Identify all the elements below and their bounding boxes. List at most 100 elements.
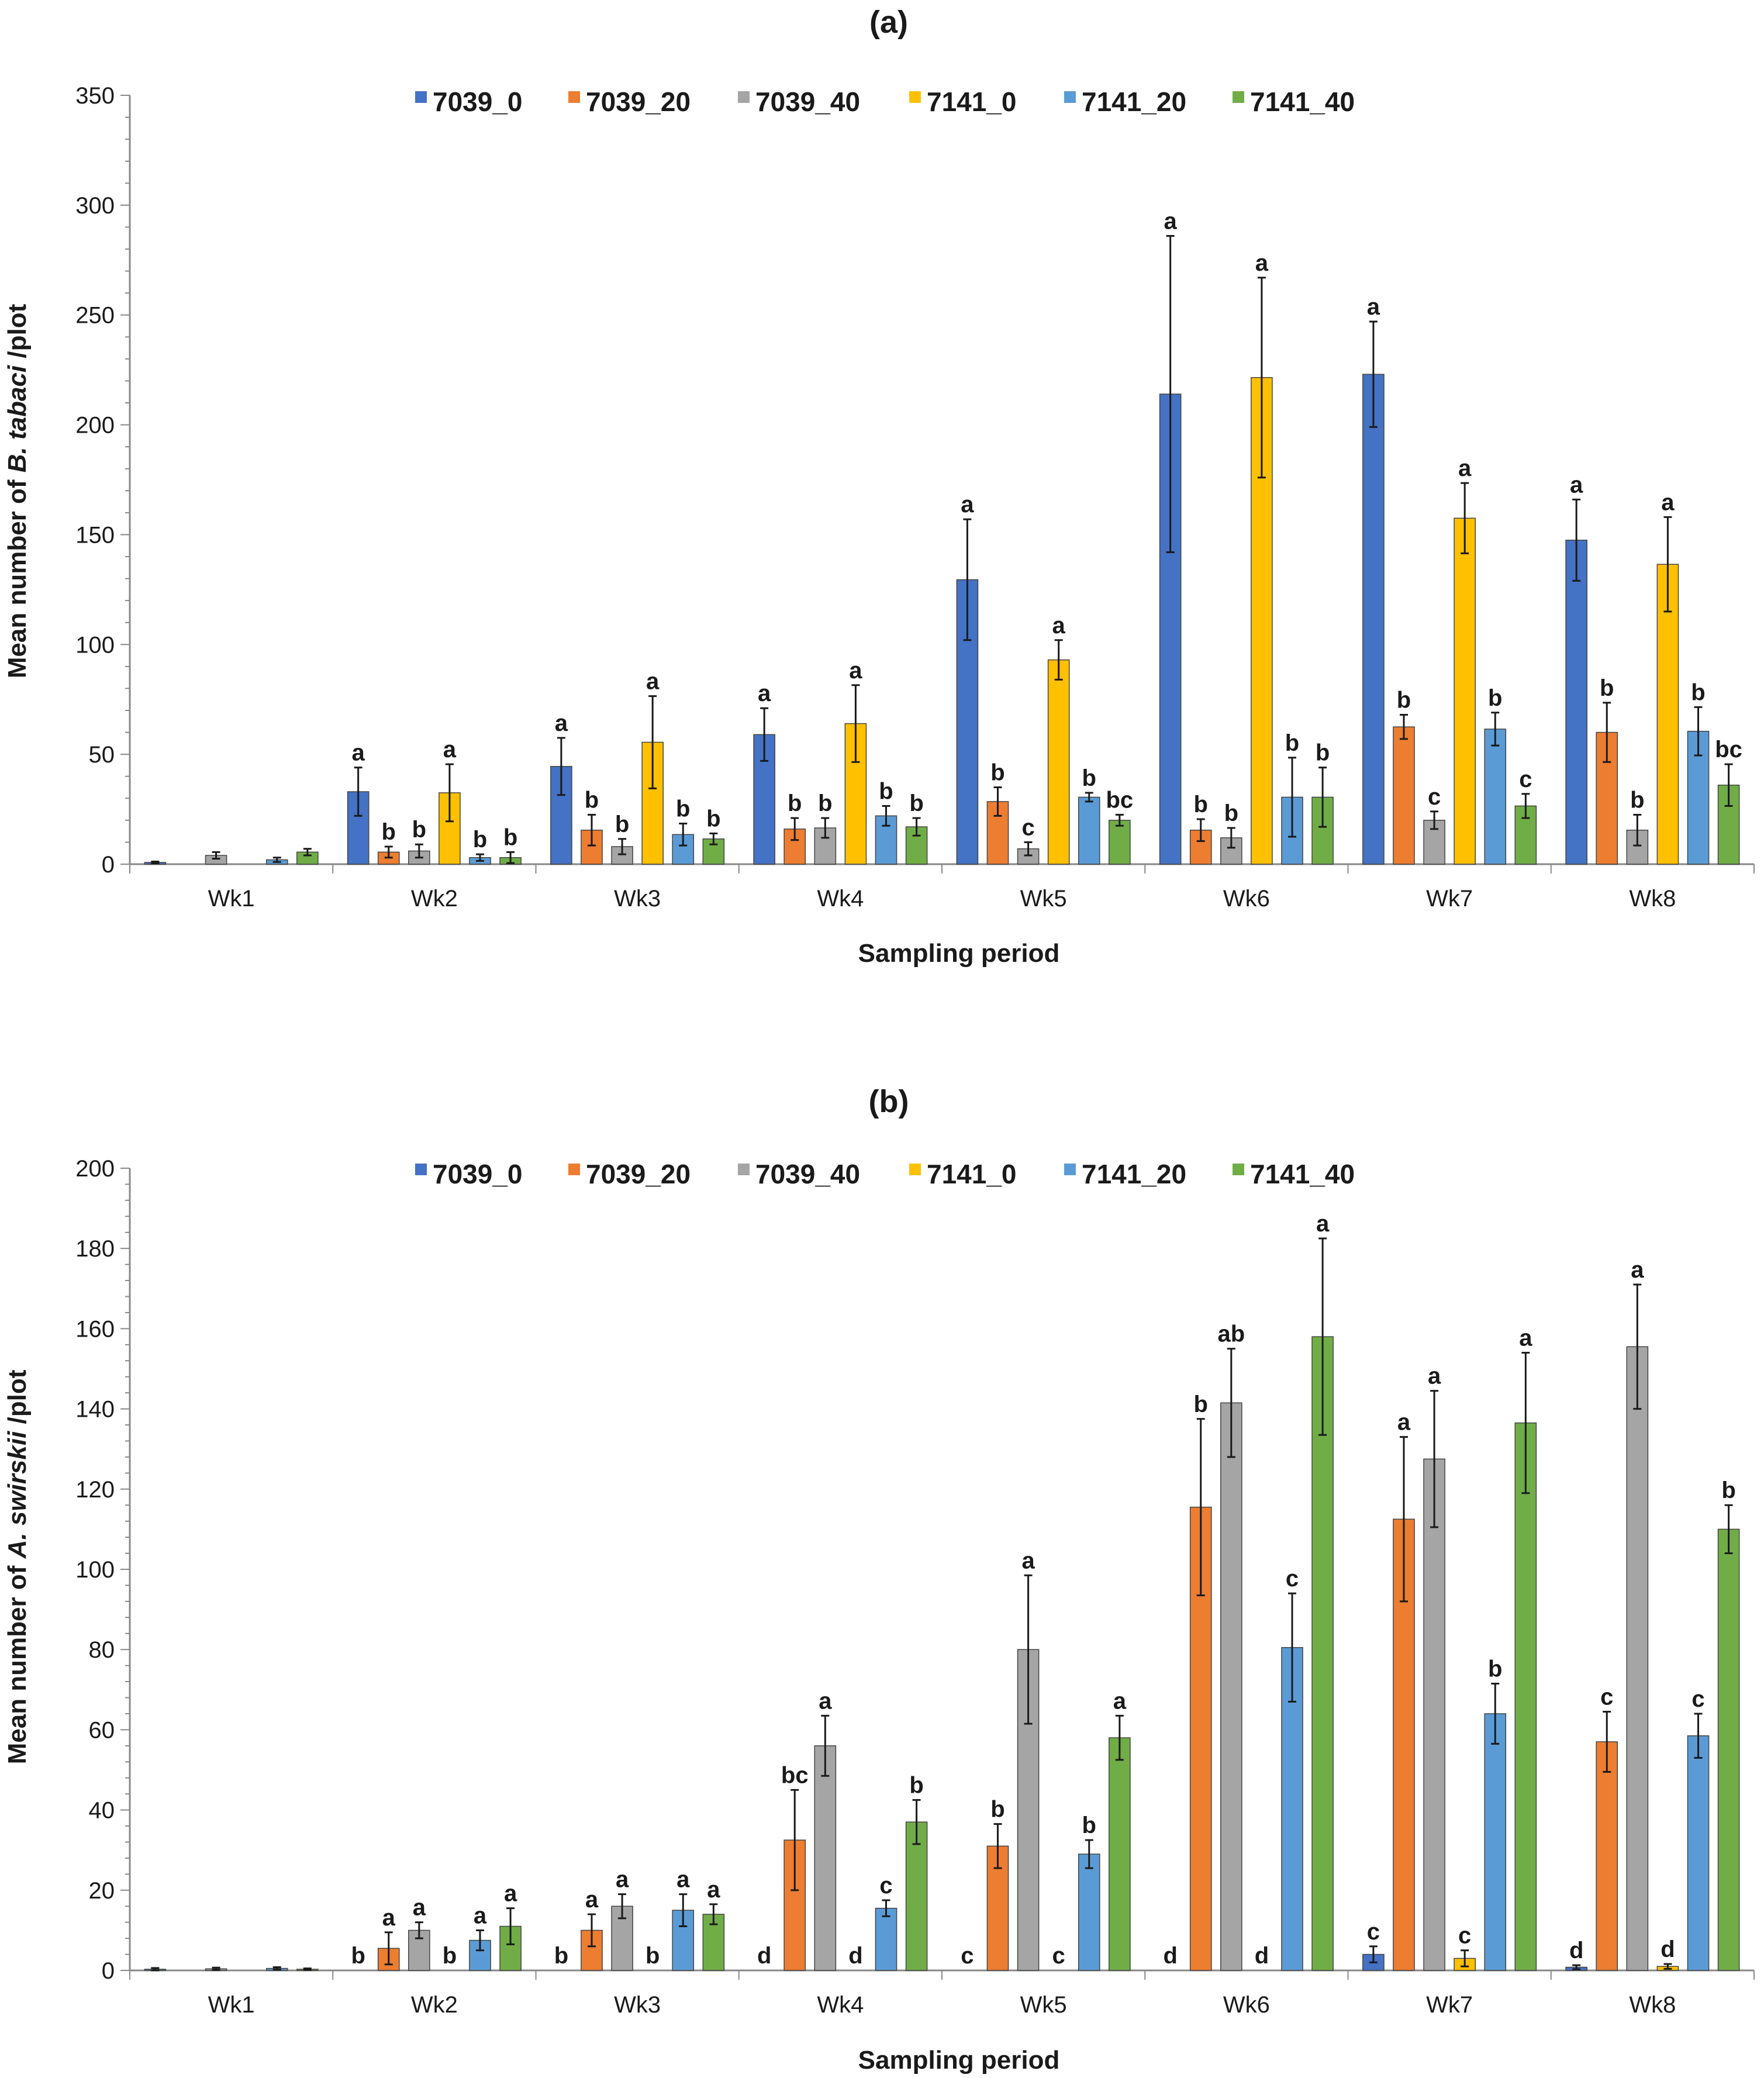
legend-entry: 7141_20 — [1064, 1159, 1186, 1189]
legend-label: 7039_40 — [755, 1159, 860, 1189]
significance-letter: c — [1052, 1943, 1065, 1969]
legend-label: 7039_20 — [586, 1159, 691, 1189]
bar — [1596, 1741, 1618, 1971]
significance-letter: b — [1082, 765, 1096, 791]
bar — [1109, 820, 1131, 865]
bar — [1078, 796, 1100, 865]
legend-label: 7039_20 — [586, 87, 691, 117]
significance-letter: d — [757, 1943, 771, 1969]
bar — [814, 1745, 837, 1971]
panel-label-b: (b) — [869, 1084, 909, 1119]
significance-letter: bc — [1106, 787, 1134, 813]
significance-letter: b — [788, 791, 802, 816]
significance-letter: b — [645, 1943, 660, 1969]
significance-letter: b — [1285, 730, 1299, 756]
bar — [844, 723, 867, 865]
significance-letter: b — [382, 819, 396, 845]
significance-letter: a — [1367, 294, 1380, 320]
significance-letter: b — [909, 1772, 923, 1798]
legend-swatch — [1064, 1164, 1076, 1175]
y-axis-title-a-species: B. tabaci — [3, 365, 32, 472]
legend-entry: 7141_0 — [909, 1159, 1017, 1189]
x-tick-label: Wk4 — [817, 1992, 864, 2018]
y-tick-label: 50 — [89, 742, 115, 768]
y-tick-label: 180 — [75, 1236, 115, 1262]
significance-letter: b — [909, 791, 923, 816]
significance-letter: d — [1569, 1938, 1583, 1963]
bar — [1362, 374, 1385, 865]
legend-swatch — [568, 1164, 580, 1175]
significance-letter: a — [1661, 489, 1675, 515]
significance-letter: c — [1428, 784, 1441, 810]
significance-letter: d — [1255, 1943, 1269, 1969]
y-tick-label: 100 — [75, 632, 115, 658]
significance-letter: b — [351, 1943, 365, 1969]
legend-label: 7141_0 — [927, 1159, 1017, 1189]
x-tick-label: Wk4 — [817, 886, 864, 912]
legend-entry: 7141_0 — [909, 87, 1017, 117]
legend-swatch — [909, 91, 921, 103]
significance-letter: b — [1397, 688, 1411, 713]
significance-letter: a — [1316, 1211, 1330, 1237]
y-tick-label: 200 — [75, 1156, 115, 1182]
y-tick-label: 0 — [102, 1958, 115, 1984]
significance-letter: a — [1052, 613, 1066, 638]
significance-letter: bc — [781, 1762, 809, 1788]
significance-letter: c — [1367, 1919, 1380, 1945]
y-tick-label: 350 — [75, 83, 115, 109]
x-tick-label: Wk5 — [1020, 886, 1067, 912]
legend-a: 7039_0 7039_20 7039_40 7141_0 7141_20 71… — [415, 87, 1355, 117]
legend-swatch — [415, 91, 427, 103]
significance-letter: a — [1021, 1548, 1035, 1573]
x-tick-label: Wk3 — [614, 886, 661, 912]
significance-letter: b — [503, 824, 517, 850]
bar — [1047, 659, 1070, 865]
significance-letter: a — [1397, 1410, 1411, 1435]
legend-label: 7039_40 — [755, 87, 860, 117]
bar — [1484, 1713, 1507, 1971]
y-tick-label: 20 — [89, 1878, 115, 1904]
significance-letter: a — [555, 710, 568, 736]
bar — [1311, 1336, 1334, 1971]
legend-entry: 7141_20 — [1064, 87, 1186, 117]
bar — [905, 1821, 928, 1971]
bar — [1565, 540, 1587, 865]
legend-label: 7141_0 — [927, 87, 1017, 117]
bar — [1626, 1346, 1649, 1971]
significance-letter: a — [676, 1867, 690, 1893]
x-tick-label: Wk6 — [1223, 886, 1270, 912]
significance-letter: b — [1488, 1656, 1502, 1682]
y-axis-title-a-part1: Mean number of — [3, 472, 32, 678]
significance-letter: c — [1458, 1923, 1471, 1949]
bar — [1078, 1853, 1100, 1971]
y-tick-label: 60 — [89, 1717, 115, 1743]
significance-letter: b — [1630, 787, 1644, 813]
legend-entry: 7039_0 — [415, 87, 523, 117]
legend-label: 7141_40 — [1250, 87, 1355, 117]
y-axis-title-a-part3: /plot — [3, 303, 32, 358]
bar — [1717, 1528, 1740, 1971]
significance-letter: a — [504, 1881, 517, 1907]
significance-letter: c — [1021, 814, 1034, 840]
bar — [1393, 726, 1415, 865]
bar — [1423, 1458, 1445, 1971]
significance-letter: a — [961, 492, 974, 517]
y-tick-label: 100 — [75, 1557, 115, 1583]
significance-letter: b — [1194, 1392, 1208, 1417]
legend-swatch — [1233, 1164, 1244, 1175]
significance-letter: a — [585, 1887, 599, 1913]
bar — [1514, 1422, 1537, 1971]
significance-letter: b — [706, 806, 720, 831]
significance-letter: a — [1255, 250, 1269, 276]
legend-label: 7141_20 — [1082, 1159, 1186, 1189]
significance-letter: b — [1082, 1813, 1096, 1838]
legend-entry: 7039_40 — [738, 1159, 860, 1189]
significance-letter: a — [849, 658, 862, 684]
significance-letter: a — [1164, 208, 1178, 234]
significance-letter: c — [1600, 1685, 1613, 1710]
y-axis-title-b-species: A. swirskii — [3, 1431, 32, 1559]
x-tick-label: Wk2 — [411, 1992, 458, 2018]
panel-label-a: (a) — [869, 5, 908, 40]
bar — [1687, 1735, 1710, 1971]
significance-letter: b — [615, 812, 629, 837]
